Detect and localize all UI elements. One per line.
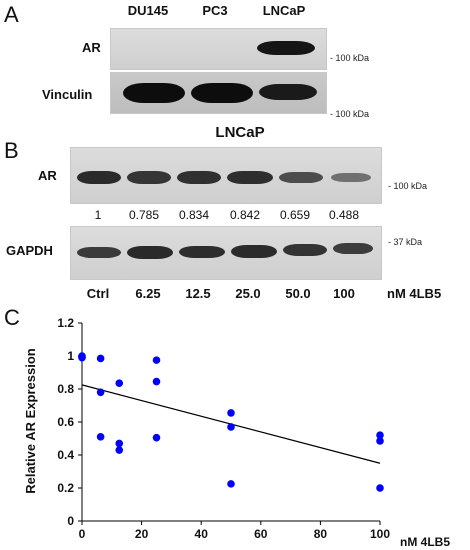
row-label-gapdh: GAPDH (6, 243, 53, 258)
mw-marker-vinculin: - 100 kDa (330, 109, 370, 119)
cell-line-label-pc3: PC3 (202, 3, 228, 18)
y-tick-label: 0.8 (57, 382, 74, 396)
quant-value-50-0: 0.659 (279, 208, 311, 222)
quant-value-12-5: 0.834 (178, 208, 210, 222)
blot-ar-lncap-doses (70, 147, 382, 204)
y-tick-label: 1.2 (57, 316, 74, 330)
data-point (376, 431, 384, 439)
cell-line-label-du145: DU145 (127, 3, 169, 18)
mw-marker-gapdh: - 37 kDa (388, 237, 423, 247)
plot-area: 0 0.2 0.4 0.6 0.8 1 1.2 0 20 40 60 80 100 (57, 316, 390, 541)
x-tick-label: 40 (195, 527, 209, 541)
band-gapdh-100 (333, 243, 373, 254)
band-gapdh-50-0 (283, 244, 327, 256)
y-tick-label: 0.4 (57, 448, 74, 462)
x-tick-label: 80 (314, 527, 328, 541)
panel-b-title: LNCaP (215, 124, 265, 141)
scatter-chart: 0 0.2 0.4 0.6 0.8 1 1.2 0 20 40 60 80 100 Relative A… (23, 316, 450, 549)
band-ar-100 (331, 173, 371, 182)
x-tick-label: 20 (135, 527, 149, 541)
row-label-ar: AR (82, 40, 101, 55)
band-ar-25-0 (227, 171, 273, 184)
dose-label-ctrl: Ctrl (86, 286, 110, 301)
blot-gapdh-doses (70, 226, 382, 280)
data-point (96, 433, 105, 441)
data-point (115, 446, 124, 454)
band-gapdh-ctrl (77, 247, 121, 258)
band-vinculin-pc3 (191, 83, 253, 103)
quant-value-25-0: 0.842 (229, 208, 261, 222)
band-ar-ctrl (77, 171, 121, 184)
panel-a-letter: A (4, 2, 19, 27)
data-point (152, 377, 161, 386)
y-tick-label: 0 (67, 514, 74, 528)
panel-c-letter: C (4, 305, 20, 330)
band-gapdh-6-25 (127, 246, 173, 259)
y-tick-label: 0.6 (57, 415, 74, 429)
dose-unit-label: nM 4LB5 (387, 286, 442, 301)
band-ar-50-0 (279, 172, 323, 183)
data-point (376, 437, 384, 445)
band-ar-lncap (257, 41, 315, 55)
y-tick-label: 0.2 (57, 481, 74, 495)
band-vinculin-du145 (123, 83, 185, 103)
x-tick-label: 100 (370, 527, 390, 541)
row-label-ar-lncap: AR (38, 168, 57, 183)
dose-label-25-0: 25.0 (235, 286, 261, 301)
data-point (115, 439, 124, 448)
quant-value-6-25: 0.785 (128, 208, 160, 222)
dose-label-100: 100 (333, 286, 355, 301)
mw-marker-ar-lncap: - 100 kDa (388, 181, 428, 191)
data-point (152, 433, 161, 442)
dose-label-6-25: 6.25 (135, 286, 161, 301)
data-point (96, 388, 105, 397)
dose-label-12-5: 12.5 (185, 286, 211, 301)
quant-value-100: 0.488 (328, 208, 360, 222)
row-label-vinculin: Vinculin (42, 87, 93, 102)
data-point (78, 353, 86, 362)
panel-b-letter: B (4, 138, 19, 163)
quant-value-ctrl: 1 (94, 208, 102, 222)
blot-vinculin-cell-lines (110, 72, 327, 114)
band-vinculin-lncap (259, 84, 317, 100)
band-ar-6-25 (127, 171, 171, 184)
y-tick-label: 1 (67, 349, 74, 363)
x-tick-label: 60 (254, 527, 268, 541)
data-point (115, 379, 124, 388)
cell-line-label-lncap: LNCaP (262, 3, 306, 18)
data-point (227, 480, 235, 488)
band-ar-12-5 (177, 171, 221, 184)
data-point (96, 354, 105, 363)
blot-ar-cell-lines (110, 28, 327, 70)
band-gapdh-12-5 (179, 246, 225, 258)
data-point (227, 409, 235, 417)
data-point (227, 423, 235, 431)
x-tick-label: 0 (79, 527, 86, 541)
data-point (152, 356, 161, 364)
y-axis-title: Relative AR Expression (23, 348, 38, 494)
band-gapdh-25-0 (231, 245, 277, 258)
dose-label-50-0: 50.0 (285, 286, 311, 301)
data-point (376, 484, 384, 492)
x-axis-title: nM 4LB5 (400, 535, 450, 549)
mw-marker-ar: - 100 kDa (330, 53, 370, 63)
